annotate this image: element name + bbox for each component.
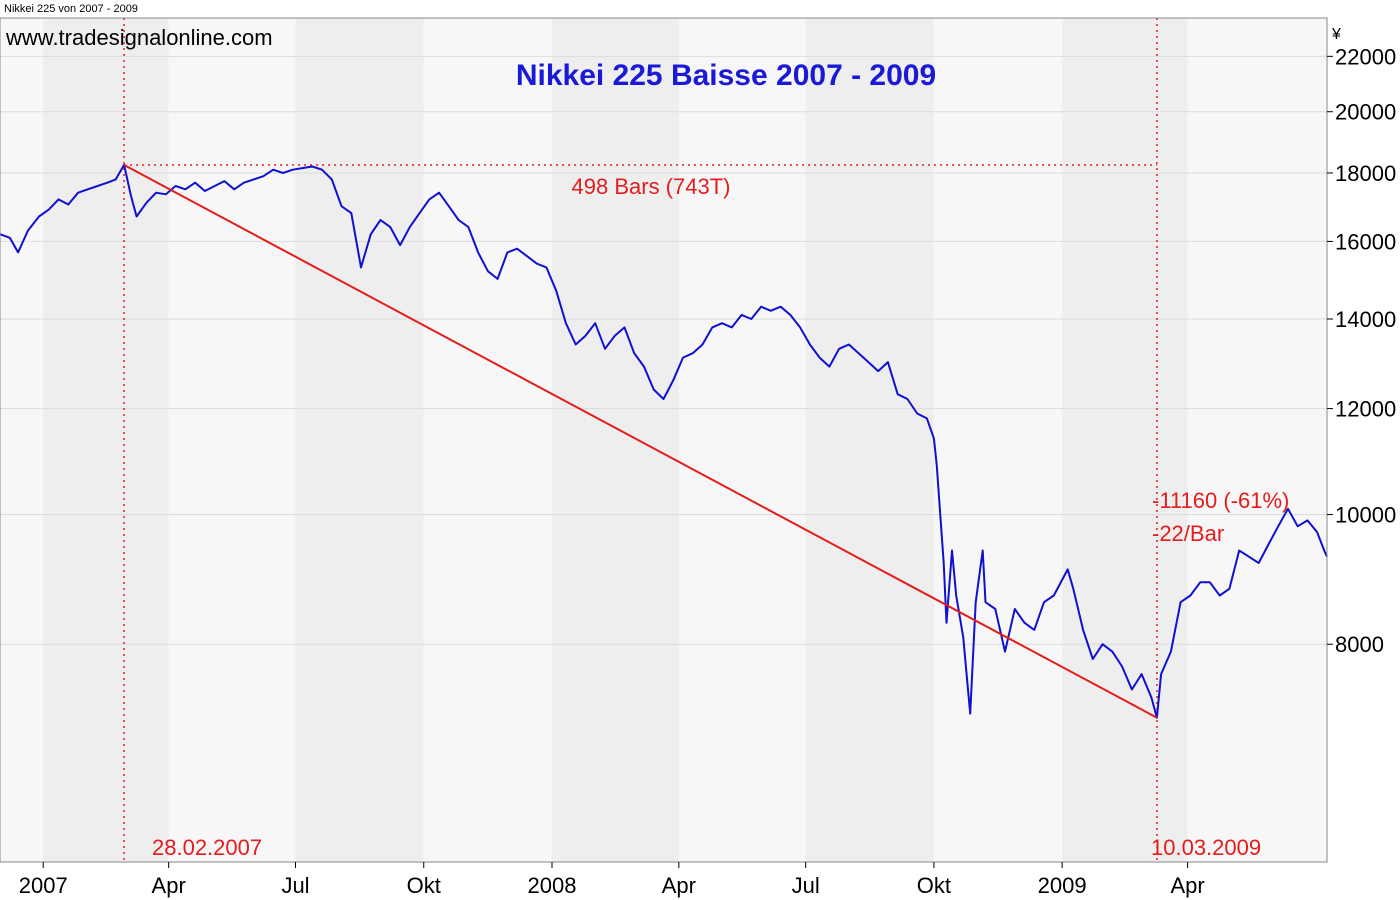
background-band [805,18,934,862]
start-date-label: 28.02.2007 [152,835,262,860]
x-tick-label: Jul [281,873,309,898]
y-tick-label: 14000 [1335,307,1396,332]
x-tick-label: Apr [662,873,696,898]
end-date-label: 10.03.2009 [1151,835,1261,860]
background-band [43,18,169,862]
watermark: www.tradesignalonline.com [5,25,273,50]
x-axis: 2007 Apr Jul Okt 2008 Apr Jul Okt 2009 Apr [19,862,1205,898]
y-tick-label: 18000 [1335,161,1396,186]
background-band [423,18,552,862]
x-tick-label: 2009 [1038,873,1087,898]
change-label: -11160 (-61%) [1152,488,1289,513]
background-band [678,18,806,862]
background-band [295,18,424,862]
background-band [933,18,1063,862]
annotation-lines [123,18,1158,862]
background-band [1187,18,1327,862]
x-tick-label: Okt [917,873,951,898]
background-band [1062,18,1188,862]
background-band [551,18,679,862]
x-tick-label: Okt [407,873,441,898]
trendline [123,164,1158,719]
y-tick-label: 20000 [1335,100,1396,125]
x-tick-label: 2007 [19,873,68,898]
y-tick-label: 22000 [1335,44,1396,69]
price-line [0,163,1328,719]
y-axis: 8000 10000 12000 14000 16000 18000 20000 22000 [1327,44,1396,657]
bars-label: 498 Bars (743T) [572,174,731,199]
grid-lines [0,55,1327,645]
y-tick-label: 8000 [1335,632,1384,657]
x-tick-label: Jul [792,873,820,898]
background-band [168,18,296,862]
chart-title: Nikkei 225 Baisse 2007 - 2009 [516,59,936,92]
rate-label: -22/Bar [1152,521,1224,546]
window-title: Nikkei 225 von 2007 - 2009 [4,3,138,15]
plot-frame [0,17,1328,863]
x-tick-label: Apr [1170,873,1204,898]
background-bands [0,18,1327,862]
background-band [0,18,44,862]
y-tick-label: 12000 [1335,397,1396,422]
x-tick-label: Apr [152,873,186,898]
y-tick-label: 10000 [1335,503,1396,528]
currency-symbol: ¥ [1331,26,1341,43]
x-tick-label: 2008 [528,873,577,898]
y-tick-label: 16000 [1335,229,1396,254]
